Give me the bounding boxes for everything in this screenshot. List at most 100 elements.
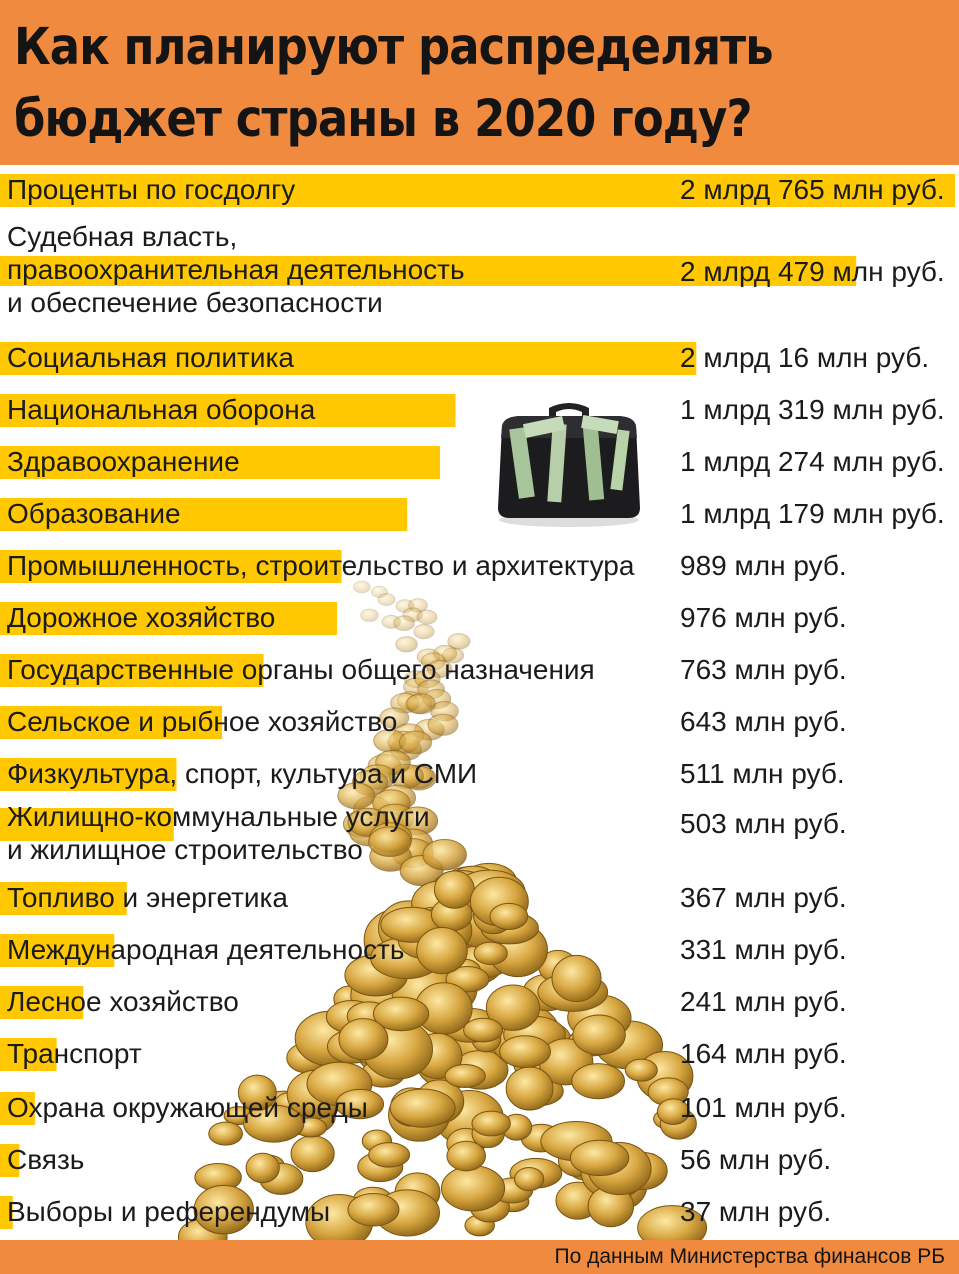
bar-7 [0, 550, 342, 583]
value-label: 976 млн руб. [680, 602, 847, 633]
coin [353, 580, 371, 594]
coin [398, 730, 433, 755]
category-label: Выборы и референдумы [7, 1196, 330, 1231]
category-label: Охрана окружающей среды [7, 1092, 368, 1127]
category-label: Сельское и рыбное хозяйство [7, 706, 397, 741]
bar-13 [0, 882, 127, 915]
bar-14 [0, 934, 115, 967]
category-label-line: Охрана окружающей среды [7, 1092, 368, 1123]
coin [485, 984, 541, 1031]
category-label-line: и обеспечение безопасности [7, 287, 383, 318]
bar-19 [0, 1196, 13, 1229]
coin [416, 926, 468, 975]
category-label: Государственные органы общего назначения [7, 654, 595, 689]
coin [624, 1058, 658, 1082]
category-label: Топливо и энергетика [7, 882, 288, 917]
value-label: 989 млн руб. [680, 550, 847, 581]
category-label: Судебная власть, правоохранительная деяте… [7, 220, 465, 320]
category-label-line: Международная деятельность [7, 934, 405, 965]
bar-12 [0, 808, 174, 841]
value-label: 56 млн руб. [680, 1144, 832, 1175]
coin [406, 693, 436, 715]
category-label-line: Транспорт [7, 1038, 142, 1069]
coin [637, 1205, 708, 1240]
coin [193, 1184, 254, 1235]
bar-6 [0, 498, 408, 531]
coin-pile [177, 580, 708, 1240]
category-label: Проценты по госдолгу [7, 174, 295, 209]
bar-9 [0, 654, 264, 687]
value-label: 2 млрд 765 млн руб. [680, 174, 945, 205]
coin [463, 1017, 504, 1043]
data-source-note: По данным Министерства финансов РБ [554, 1245, 945, 1268]
coin [444, 1064, 486, 1088]
title-line-1: Как планируют распределять [14, 18, 774, 77]
bar-4 [0, 394, 456, 427]
value-label: 164 млн руб. [680, 1038, 847, 1069]
category-label-line: Физкультура, спорт, культура и СМИ [7, 758, 478, 789]
category-label-line: Сельское и рыбное хозяйство [7, 706, 398, 737]
value-label: 37 млн руб. [680, 1196, 832, 1227]
coins-illustration [177, 580, 708, 1240]
category-label: Здравоохранение [7, 446, 240, 481]
coin [372, 996, 430, 1032]
coin [489, 902, 529, 930]
coin [427, 713, 459, 736]
category-label: Промышленность, строительство и архитект… [7, 550, 634, 585]
category-label-line: Проценты по госдолгу [7, 174, 296, 205]
category-label: Национальная оборона [7, 394, 315, 429]
category-label-line: Национальная оборона [7, 394, 316, 425]
coin [389, 1088, 456, 1128]
category-label-line: Лесное хозяйство [7, 986, 239, 1017]
category-label: Лесное хозяйство [7, 986, 239, 1021]
coin [243, 1104, 305, 1143]
bar-3 [0, 342, 697, 375]
category-label: Связь [7, 1144, 84, 1179]
header-banner: Как планируют распределять бюджет страны… [0, 0, 959, 165]
category-label: Дорожное хозяйство [7, 602, 275, 637]
category-label: Жилищно-коммунальные услуги и жилищное ст… [7, 800, 430, 865]
coin [335, 1088, 385, 1120]
coin [208, 1121, 243, 1146]
category-label-line: Выборы и референдумы [7, 1196, 331, 1227]
coin [499, 1035, 551, 1068]
category-label-line: Государственные органы общего назначения [7, 654, 595, 685]
coin [551, 954, 602, 1003]
category-label-line: Здравоохранение [7, 446, 240, 477]
value-label: 503 млн руб. [680, 808, 847, 839]
coin [446, 1140, 487, 1172]
category-label-line: и жилищное строительство [7, 834, 363, 865]
category-label-line: Судебная власть, [7, 221, 238, 252]
coin [237, 1074, 277, 1111]
category-label-line: Социальная политика [7, 342, 294, 373]
category-label-line: правоохранительная деятельность [7, 254, 465, 285]
value-label: 2 млрд 16 млн руб. [680, 342, 930, 373]
coin [338, 1018, 389, 1061]
coin [447, 633, 471, 650]
category-label-line: Дорожное хозяйство [7, 602, 276, 633]
category-label-line: Связь [7, 1144, 85, 1175]
bar-17 [0, 1092, 35, 1125]
bar-10 [0, 706, 223, 739]
value-label: 643 млн руб. [680, 706, 847, 737]
coin [471, 1110, 511, 1137]
bar-11 [0, 758, 177, 791]
bar-16 [0, 1038, 57, 1071]
coin [347, 1192, 400, 1227]
category-label: Социальная политика [7, 342, 294, 377]
coin [572, 1014, 626, 1056]
coin [422, 838, 467, 871]
category-label: Образование [7, 498, 181, 533]
coin [337, 782, 376, 810]
coin [377, 593, 396, 606]
category-label-line: Образование [7, 498, 181, 529]
value-label: 1 млрд 179 млн руб. [680, 498, 945, 529]
coin [569, 1139, 630, 1177]
coin [393, 615, 416, 631]
category-label: Транспорт [7, 1038, 142, 1073]
value-label: 241 млн руб. [680, 986, 847, 1017]
coin [368, 826, 412, 858]
value-label: 763 млн руб. [680, 654, 847, 685]
bar-5 [0, 446, 441, 479]
bar-8 [0, 602, 338, 635]
